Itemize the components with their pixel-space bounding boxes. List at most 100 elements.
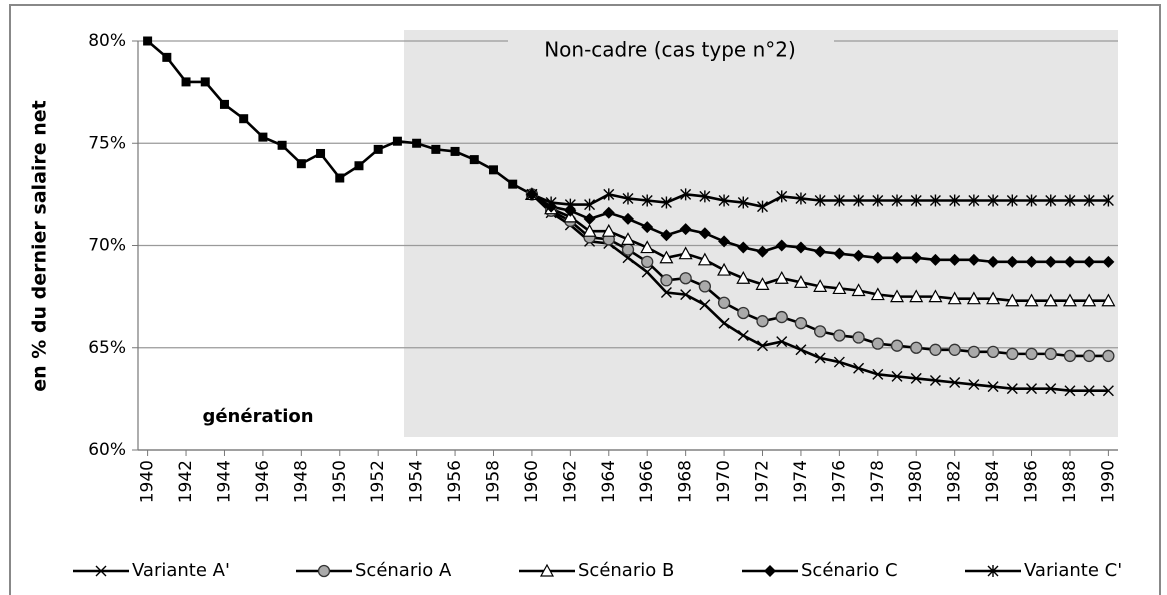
- data-point: [641, 194, 653, 207]
- data-point: [1025, 347, 1038, 361]
- y-tick-label: 65%: [88, 338, 126, 358]
- legend-item: Variante C': [965, 560, 1122, 581]
- data-point: [1062, 293, 1077, 307]
- data-point: [870, 287, 885, 301]
- data-point: [1063, 255, 1076, 268]
- legend-marker: [987, 565, 999, 577]
- data-point: [603, 188, 615, 201]
- data-point: [392, 136, 402, 146]
- data-point: [718, 235, 731, 248]
- data-point: [545, 196, 557, 209]
- data-point: [488, 165, 498, 175]
- data-point: [736, 270, 751, 284]
- data-point: [872, 368, 884, 380]
- data-point: [891, 370, 903, 382]
- data-point: [948, 343, 961, 356]
- x-tick-label: 1984: [983, 460, 1003, 503]
- data-point: [853, 362, 865, 374]
- data-point: [910, 372, 922, 384]
- data-point: [757, 340, 769, 352]
- data-point: [814, 325, 827, 338]
- x-tick-label: 1986: [1022, 460, 1042, 503]
- legend-label: Scénario A: [355, 560, 452, 581]
- data-point: [929, 253, 942, 266]
- data-point: [910, 251, 923, 264]
- shaded-region: [404, 30, 1118, 437]
- data-point: [872, 194, 884, 207]
- data-point: [679, 272, 692, 285]
- x-tick-label: 1962: [560, 460, 580, 503]
- data-point: [947, 291, 962, 305]
- data-point: [890, 289, 905, 303]
- data-point: [929, 374, 941, 386]
- data-point: [737, 306, 750, 320]
- data-point: [679, 223, 692, 236]
- x-tick-label: 1966: [637, 460, 657, 503]
- data-point: [678, 246, 693, 260]
- data-point: [949, 377, 961, 389]
- data-point: [526, 188, 538, 201]
- y-axis-label: en % du dernier salaire net: [29, 100, 51, 392]
- data-point: [1044, 347, 1057, 361]
- data-point: [717, 262, 732, 276]
- data-point: [659, 250, 674, 264]
- data-point: [832, 281, 847, 295]
- data-point: [1102, 385, 1114, 397]
- data-point: [717, 296, 731, 309]
- data-point: [1083, 255, 1096, 268]
- legend-item: Scénario A: [296, 560, 452, 581]
- legend-item: Scénario B: [519, 560, 674, 581]
- data-point: [354, 161, 364, 171]
- data-point: [987, 194, 999, 207]
- data-point: [431, 144, 441, 154]
- data-point: [795, 192, 807, 205]
- data-point: [794, 317, 808, 330]
- data-point: [871, 337, 884, 350]
- data-point: [910, 341, 923, 354]
- y-tick-label: 75%: [88, 133, 126, 153]
- data-point: [1044, 255, 1057, 268]
- legend-label: Scénario B: [578, 560, 674, 581]
- data-point: [852, 331, 865, 344]
- data-point: [909, 289, 924, 303]
- data-point: [1102, 255, 1115, 268]
- legend-label: Scénario C: [801, 560, 898, 581]
- x-tick-label: 1974: [791, 460, 811, 503]
- data-point: [774, 270, 789, 284]
- data-point: [929, 194, 941, 207]
- data-point: [891, 194, 903, 207]
- data-point: [200, 77, 210, 87]
- x-tick-label: 1944: [214, 460, 234, 503]
- data-point: [602, 206, 615, 219]
- data-point: [986, 291, 1001, 305]
- data-point: [680, 289, 692, 301]
- data-point: [986, 345, 1000, 358]
- x-tick-label: 1956: [445, 460, 465, 503]
- data-point: [756, 245, 769, 258]
- data-point: [1006, 255, 1019, 268]
- data-point: [640, 240, 655, 254]
- legend-label: Variante C': [1024, 560, 1122, 581]
- x-tick-label: 1980: [906, 460, 926, 503]
- data-point: [851, 283, 866, 297]
- y-tick-label: 70%: [88, 236, 126, 256]
- data-point: [833, 329, 846, 342]
- x-tick-label: 1970: [714, 460, 734, 503]
- chart-frame: [9, 4, 1161, 595]
- data-point: [949, 194, 961, 207]
- data-point: [601, 223, 616, 237]
- legend-item: Scénario C: [742, 560, 898, 581]
- data-point: [143, 36, 153, 46]
- data-point: [794, 241, 807, 254]
- data-point: [756, 315, 769, 328]
- data-point: [793, 275, 808, 288]
- data-point: [776, 336, 788, 348]
- data-point: [1064, 194, 1076, 207]
- data-point: [852, 249, 865, 262]
- data-point: [853, 194, 865, 207]
- data-point: [469, 155, 479, 165]
- data-point: [833, 194, 845, 207]
- x-tick-label: 1950: [330, 460, 350, 503]
- x-tick-label: 1946: [253, 460, 273, 503]
- data-point: [775, 310, 788, 324]
